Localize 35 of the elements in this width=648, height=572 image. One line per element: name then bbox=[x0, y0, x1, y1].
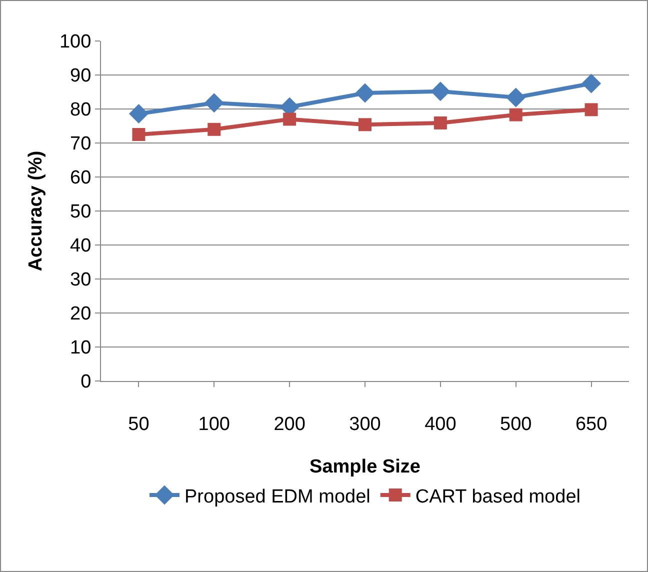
point bbox=[584, 103, 598, 116]
y-tick-label: 20 bbox=[70, 304, 92, 325]
y-tick-label: 60 bbox=[70, 168, 92, 189]
point bbox=[358, 118, 372, 132]
y-tick-label: 80 bbox=[70, 100, 92, 121]
y-tick-label: 70 bbox=[70, 134, 92, 155]
point bbox=[434, 116, 447, 130]
point bbox=[132, 128, 146, 141]
point bbox=[208, 122, 221, 136]
point bbox=[582, 74, 602, 94]
y-tick-label: 40 bbox=[70, 236, 92, 257]
point bbox=[509, 108, 522, 122]
y-tick-label: 30 bbox=[70, 270, 92, 291]
point bbox=[355, 83, 375, 103]
point bbox=[283, 112, 296, 126]
y-tick-label: 90 bbox=[70, 66, 92, 87]
point bbox=[430, 82, 450, 102]
point bbox=[506, 88, 526, 108]
legend-label: Proposed EDM model bbox=[184, 486, 370, 508]
x-tick-label: 500 bbox=[500, 414, 532, 435]
x-tick-label: 650 bbox=[575, 414, 608, 435]
legend-label: CART based model bbox=[415, 486, 580, 508]
x-tick-label: 50 bbox=[128, 414, 150, 435]
point bbox=[204, 93, 224, 113]
y-tick-label: 50 bbox=[70, 202, 92, 223]
x-tick-label: 100 bbox=[198, 414, 230, 435]
point bbox=[128, 104, 148, 124]
y-axis-title: Accuracy (%) bbox=[25, 150, 46, 272]
y-tick-label: 0 bbox=[80, 372, 92, 393]
x-axis-title: Sample Size bbox=[310, 456, 420, 478]
y-tick-label: 100 bbox=[59, 32, 92, 53]
x-tick-label: 400 bbox=[424, 414, 456, 435]
x-tick-label: 300 bbox=[349, 414, 381, 435]
y-tick-label: 10 bbox=[70, 338, 92, 359]
x-tick-label: 200 bbox=[274, 414, 306, 435]
